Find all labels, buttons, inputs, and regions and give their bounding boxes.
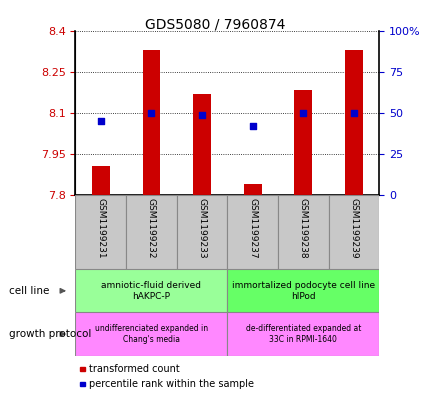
Bar — [277, 195, 328, 269]
Bar — [92, 166, 109, 195]
Point — [350, 110, 356, 116]
Text: GSM1199233: GSM1199233 — [197, 198, 206, 259]
Text: transformed count: transformed count — [89, 364, 180, 374]
Text: GSM1199232: GSM1199232 — [147, 198, 156, 259]
Text: de-differentiated expanded at
33C in RPMI-1640: de-differentiated expanded at 33C in RPM… — [245, 324, 360, 344]
Text: amniotic-fluid derived
hAKPC-P: amniotic-fluid derived hAKPC-P — [101, 281, 201, 301]
Text: GDS5080 / 7960874: GDS5080 / 7960874 — [145, 18, 285, 32]
Bar — [227, 195, 277, 269]
Point — [299, 110, 306, 116]
Text: undifferenciated expanded in
Chang's media: undifferenciated expanded in Chang's med… — [95, 324, 207, 344]
Text: GSM1199238: GSM1199238 — [298, 198, 307, 259]
Bar — [227, 269, 378, 312]
Text: percentile rank within the sample: percentile rank within the sample — [89, 379, 254, 389]
Text: GSM1199231: GSM1199231 — [96, 198, 105, 259]
Bar — [243, 184, 261, 195]
Bar — [75, 269, 227, 312]
Point — [249, 123, 255, 129]
Bar — [142, 50, 160, 195]
Text: GSM1199237: GSM1199237 — [248, 198, 257, 259]
Bar — [344, 50, 362, 195]
Bar — [328, 195, 378, 269]
Bar — [193, 94, 210, 195]
Text: immortalized podocyte cell line
hIPod: immortalized podocyte cell line hIPod — [231, 281, 374, 301]
Bar — [126, 195, 176, 269]
Text: GSM1199239: GSM1199239 — [349, 198, 358, 259]
Point — [198, 112, 205, 118]
Text: growth protocol: growth protocol — [9, 329, 91, 339]
Point — [97, 118, 104, 124]
Bar — [294, 90, 311, 195]
Bar — [227, 312, 378, 356]
Bar — [75, 312, 227, 356]
Bar — [176, 195, 227, 269]
Bar — [75, 195, 126, 269]
Point — [147, 110, 154, 116]
Text: cell line: cell line — [9, 286, 49, 296]
